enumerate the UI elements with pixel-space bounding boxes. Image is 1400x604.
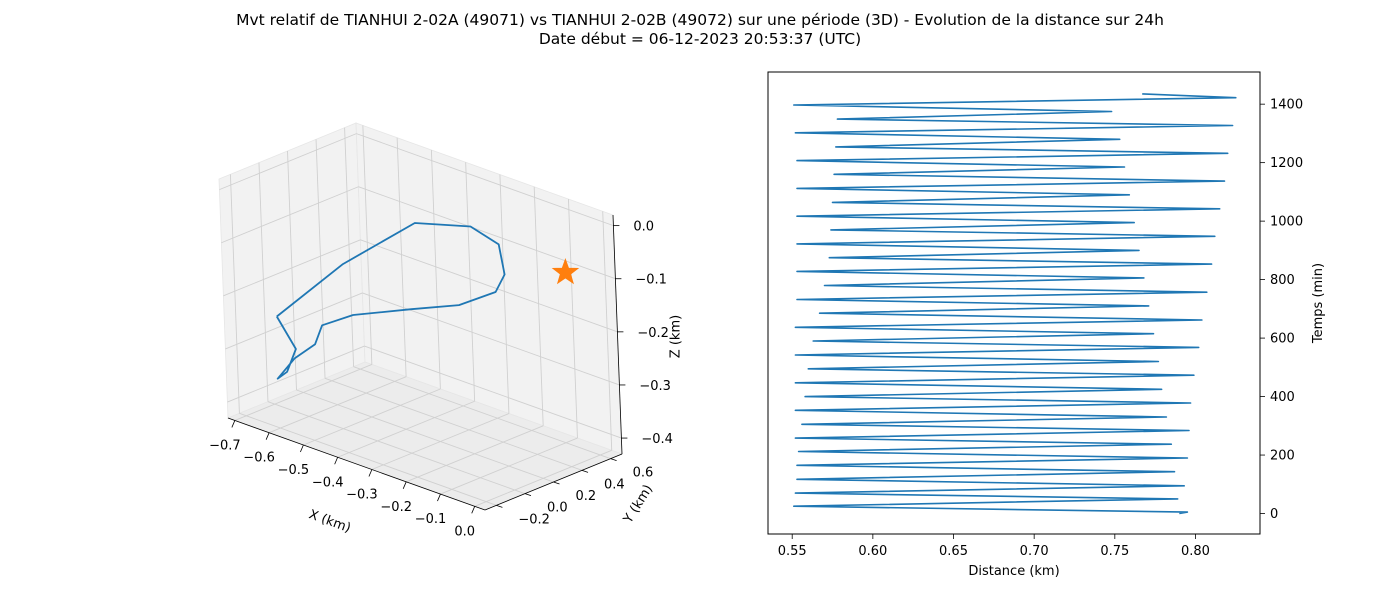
z-tick-label: −0.2 bbox=[637, 326, 669, 341]
y-tick-label: 0.4 bbox=[604, 477, 625, 492]
y-tick-label: 1400 bbox=[1270, 98, 1303, 113]
x-tick bbox=[437, 493, 441, 502]
grid-line-z bbox=[219, 133, 357, 191]
grid-line-z bbox=[221, 186, 359, 244]
grid-line-y bbox=[239, 412, 497, 506]
y-tick-label: 800 bbox=[1270, 273, 1295, 288]
x-tick-label: −0.1 bbox=[415, 512, 447, 527]
y-tick-label: 200 bbox=[1270, 449, 1295, 464]
x-tick bbox=[368, 469, 373, 477]
x-tick bbox=[471, 506, 476, 514]
grid-line-x bbox=[396, 137, 407, 377]
x-tick-label: 0.65 bbox=[939, 544, 968, 559]
grid-line-x bbox=[465, 162, 476, 402]
x-tick-label: 0.80 bbox=[1181, 544, 1210, 559]
x-tick bbox=[231, 420, 236, 428]
y-tick-label: −0.2 bbox=[518, 512, 550, 527]
x-tick-label: −0.6 bbox=[243, 451, 275, 466]
grid-line-z bbox=[364, 345, 622, 439]
grid-line-z bbox=[358, 186, 616, 280]
grid-line-z bbox=[356, 133, 614, 227]
z-axis-label-3d: Z (km) bbox=[669, 315, 684, 358]
z-tick-label: −0.4 bbox=[641, 432, 673, 447]
grid-line-y bbox=[267, 401, 526, 495]
x-axis-label: Distance (km) bbox=[968, 564, 1059, 579]
y-axis-label: Temps (min) bbox=[1311, 263, 1326, 344]
grid-line-x bbox=[602, 211, 613, 451]
y-axis-label-3d: Y (km) bbox=[620, 482, 656, 527]
x-tick-label: −0.4 bbox=[312, 475, 344, 490]
grid-line-z bbox=[223, 239, 361, 297]
y-tick bbox=[496, 504, 503, 508]
grid-line-x bbox=[499, 174, 510, 414]
y-tick-label: 0.2 bbox=[576, 489, 597, 504]
plot-frame bbox=[767, 71, 1261, 535]
z-tick-label: −0.1 bbox=[635, 273, 667, 288]
plot-3d: −0.7−0.6−0.5−0.4−0.3−0.2−0.10.0−0.20.00.… bbox=[209, 122, 684, 539]
z-tick-label: −0.3 bbox=[639, 379, 671, 394]
y-tick bbox=[524, 493, 532, 497]
grid-line-y bbox=[344, 127, 355, 367]
y-tick-label: 600 bbox=[1270, 332, 1295, 347]
y-tick-label: 400 bbox=[1270, 390, 1295, 405]
grid-line-x bbox=[362, 125, 373, 365]
x-tick-label: −0.3 bbox=[346, 488, 378, 503]
grid-line-y bbox=[296, 389, 554, 483]
x-axis-line bbox=[227, 417, 486, 511]
grid-line-x bbox=[430, 149, 441, 390]
grid-line-y bbox=[324, 377, 583, 471]
grid-3d bbox=[219, 125, 622, 507]
grid-line-x bbox=[568, 199, 578, 439]
x-tick-label: −0.7 bbox=[209, 439, 241, 454]
y-tick-label: 0.0 bbox=[547, 501, 568, 516]
grid-line-x bbox=[533, 186, 544, 426]
x-tick bbox=[300, 444, 304, 453]
x-axis-ticks: 0.55 0.60 0.65 0.70 0.75 0.80 bbox=[778, 534, 1210, 559]
grid-line-z bbox=[225, 292, 363, 350]
x-tick-label: 0.70 bbox=[1020, 544, 1049, 559]
grid-line-y bbox=[229, 174, 240, 414]
y-tick-label: 0 bbox=[1270, 507, 1278, 522]
x-tick-label: 0.0 bbox=[454, 524, 475, 539]
x-tick-label: −0.5 bbox=[278, 463, 310, 478]
y-tick-label: 1200 bbox=[1270, 156, 1303, 171]
x-tick-label: −0.2 bbox=[380, 500, 412, 515]
axes-3d: −0.7−0.6−0.5−0.4−0.3−0.2−0.10.0−0.20.00.… bbox=[209, 214, 673, 539]
y-tick bbox=[610, 458, 617, 462]
grid-line-z bbox=[360, 239, 618, 333]
z-axis-line bbox=[612, 214, 623, 455]
figure-title-line2: Date début = 06-12-2023 20:53:37 (UTC) bbox=[539, 30, 861, 48]
x-tick bbox=[334, 457, 339, 465]
figure-title-line1: Mvt relatif de TIANHUI 2-02A (49071) vs … bbox=[236, 11, 1164, 29]
grid-line-y bbox=[315, 139, 326, 379]
x-tick bbox=[265, 432, 270, 440]
y-tick-label: 0.6 bbox=[633, 466, 654, 481]
y-tick bbox=[581, 469, 589, 473]
x-tick-label: 0.75 bbox=[1100, 544, 1129, 559]
trajectory-line bbox=[276, 222, 506, 380]
y-axis-ticks: 0 200 400 600 800 1000 1200 1400 bbox=[1260, 98, 1303, 522]
x-tick-label: 0.60 bbox=[858, 544, 887, 559]
z-tick-label: 0.0 bbox=[633, 220, 654, 235]
y-tick bbox=[553, 481, 560, 485]
x-tick-label: 0.55 bbox=[778, 544, 807, 559]
x-tick bbox=[402, 481, 407, 489]
grid-line-z bbox=[227, 345, 365, 403]
star-marker bbox=[551, 258, 580, 285]
grid-line-y bbox=[353, 366, 611, 460]
grid-line-y bbox=[258, 162, 269, 402]
distance-line bbox=[793, 93, 1237, 515]
grid-line-z bbox=[362, 292, 620, 386]
plot-2d: 0.55 0.60 0.65 0.70 0.75 0.80 0 200 400 600 800 10… bbox=[767, 71, 1326, 579]
y-tick-label: 1000 bbox=[1270, 215, 1303, 230]
x-axis-label-3d: X (km) bbox=[307, 507, 353, 536]
